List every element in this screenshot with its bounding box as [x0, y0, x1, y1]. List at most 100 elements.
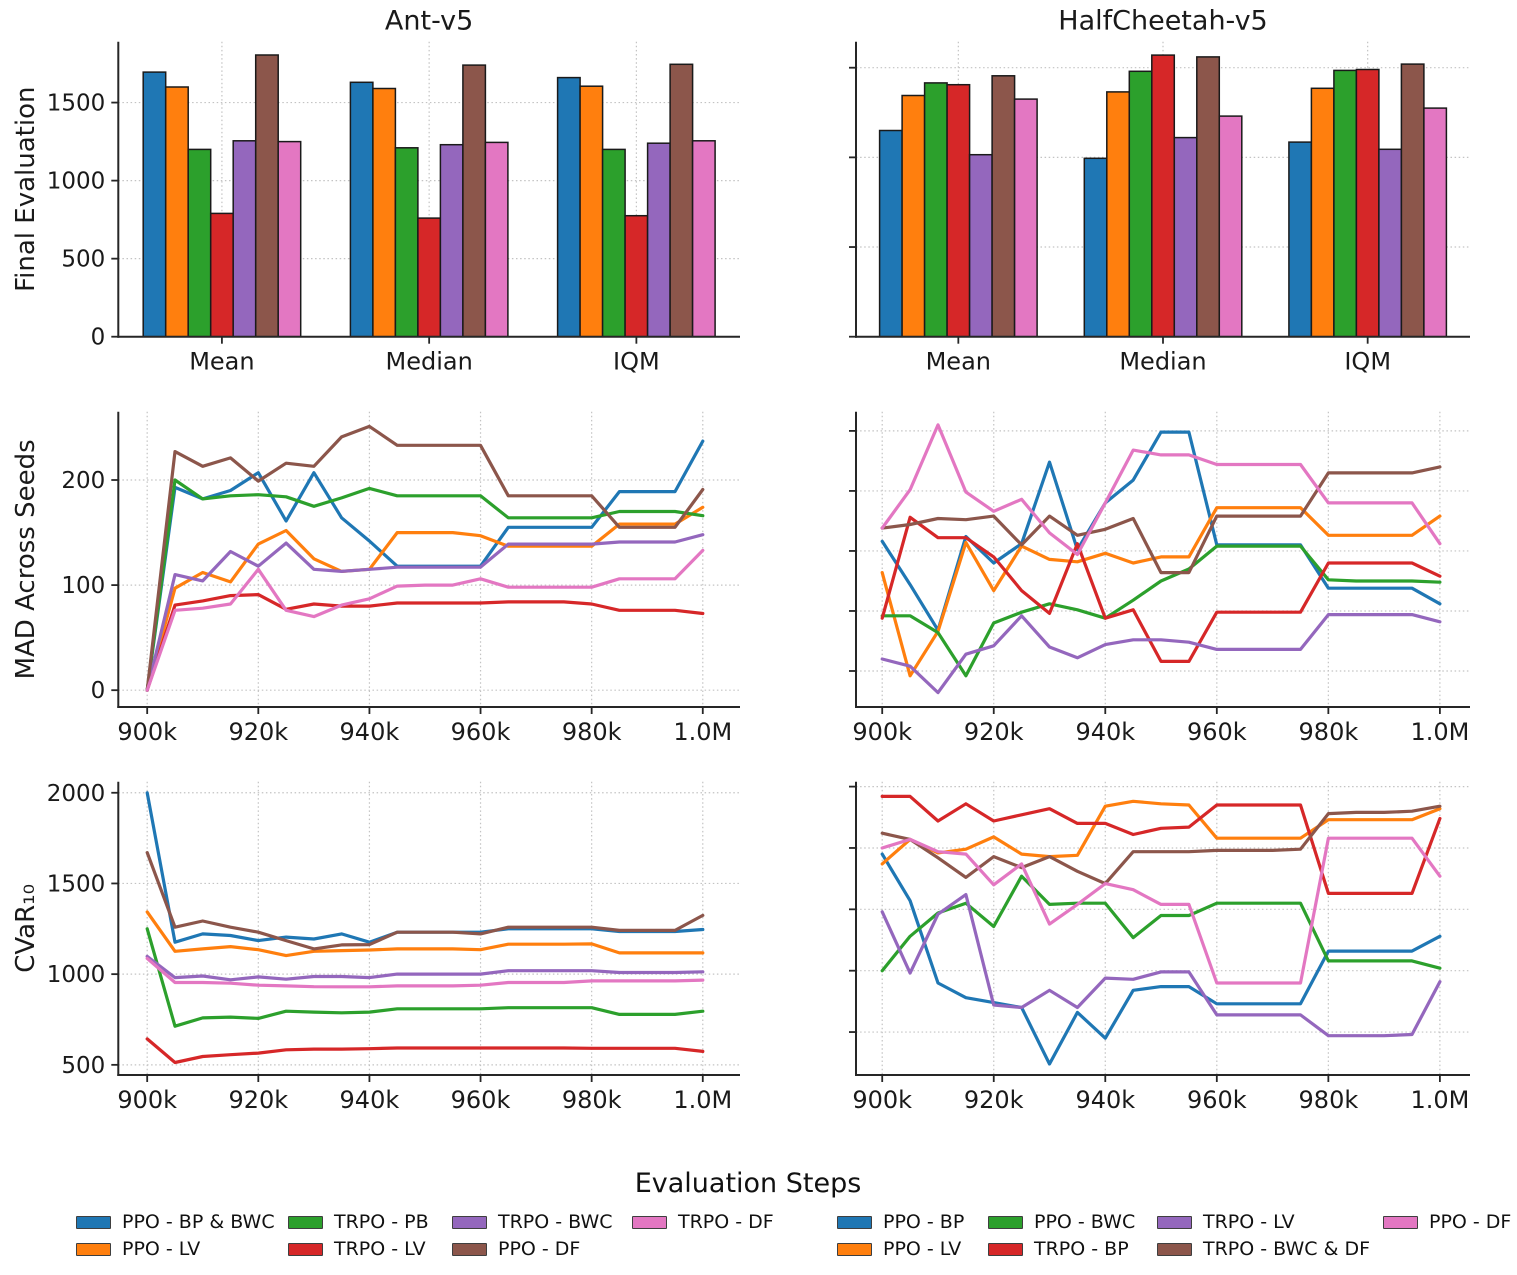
bar — [164, 86, 189, 338]
axis-text: 500 1000 1500 2000 900k 920k 940k 960k 980k 1.0M C… — [11, 781, 732, 1114]
line-series-TRPO - BWC & DF — [880, 804, 1442, 886]
bar — [691, 140, 716, 338]
bar — [187, 148, 212, 338]
bar — [669, 63, 694, 338]
bar — [1196, 56, 1221, 338]
x-tick-label: 1.0M — [1410, 718, 1469, 746]
ant-cvar-chart: 500 1000 1500 2000 900k 920k 940k 960k 980k 1.0M C… — [11, 781, 740, 1114]
x-tick-label: 960k — [1187, 1086, 1247, 1114]
bar — [1173, 136, 1198, 338]
bar — [484, 141, 509, 338]
bar — [254, 54, 279, 338]
x-tick-label: 980k — [562, 718, 622, 746]
x-tick-label: 980k — [1299, 718, 1359, 746]
axis-text: 900k 920k 940k 960k 980k 1.0M — [852, 718, 1469, 746]
bar-series-TRPO - BWC & DF — [991, 56, 1425, 338]
bar — [439, 143, 464, 338]
line-series-PPO - DF — [145, 424, 705, 692]
bar — [142, 71, 167, 338]
grid — [118, 781, 740, 1075]
ant-final-eval-chart: 0 500 1000 1500 Mean Median IQM Ant-v5 Final Eva… — [11, 6, 740, 376]
axes-spines — [117, 411, 740, 708]
x-tick-label: 920k — [964, 1086, 1024, 1114]
bar — [349, 81, 374, 338]
tick-marks — [111, 479, 704, 714]
bar — [624, 214, 649, 338]
bar — [232, 140, 257, 338]
line-series-TRPO - BWC — [145, 954, 705, 982]
tick-marks — [849, 66, 1369, 344]
chart-title: HalfCheetah-v5 — [1058, 6, 1267, 37]
line-series-TRPO - LV — [880, 612, 1442, 695]
x-tick-label: 1.0M — [673, 1086, 732, 1114]
axis-text: Mean Median IQM HalfCheetah-v5 — [926, 6, 1391, 376]
line-series-PPO - BWC — [880, 544, 1442, 678]
x-axis-shared-label: Evaluation Steps — [634, 1168, 862, 1199]
bar — [1423, 107, 1448, 338]
tick-marks — [849, 430, 1441, 714]
bar-series-PPO - BP & BWC — [142, 71, 581, 338]
tick-marks — [111, 101, 638, 344]
bar — [209, 212, 234, 338]
x-tick-label: 900k — [852, 718, 912, 746]
tick-marks — [111, 791, 704, 1082]
line-series-TRPO - PB — [145, 478, 705, 692]
x-tick-label: 940k — [340, 1086, 400, 1114]
x-tick-label: IQM — [1344, 348, 1391, 376]
bar — [968, 153, 993, 338]
y-tick-label: 500 — [61, 1053, 105, 1079]
bar — [1400, 63, 1425, 338]
bar — [277, 140, 302, 338]
line-series-TRPO - DF — [145, 956, 705, 989]
x-tick-label: 980k — [562, 1086, 622, 1114]
bar — [372, 87, 397, 338]
y-tick-label: 1500 — [47, 871, 106, 897]
y-axis-label: Final Evaluation — [11, 87, 41, 292]
y-tick-label: 1000 — [47, 962, 106, 988]
y-axis-label: CVaR₁₀ — [11, 884, 41, 973]
bar — [1288, 141, 1313, 338]
bar — [556, 76, 581, 338]
line-series-TRPO - LV — [145, 1037, 705, 1065]
y-tick-label: 500 — [61, 247, 105, 273]
bar — [417, 217, 442, 338]
bar — [1013, 98, 1038, 338]
y-tick-label: 100 — [61, 573, 105, 599]
line-series-PPO - BP & BWC — [145, 791, 705, 944]
bar — [946, 83, 971, 338]
x-tick-label: 960k — [451, 1086, 511, 1114]
bar — [1310, 87, 1335, 338]
x-tick-label: 940k — [340, 718, 400, 746]
halfcheetah-final-eval-chart: Mean Median IQM HalfCheetah-v5 — [849, 6, 1470, 376]
bar — [462, 64, 487, 338]
grid — [856, 781, 1470, 1075]
x-tick-label: Mean — [189, 348, 254, 376]
x-tick-label: 940k — [1075, 718, 1135, 746]
axis-text: 0 100 200 900k 920k 940k 960k 980k 1.0M MAD Acros… — [11, 439, 732, 746]
line-series-TRPO - BP — [880, 515, 1442, 664]
line-series-PPO - BP — [880, 430, 1442, 632]
bar-series-PPO - LV — [901, 87, 1335, 338]
bar-series-TRPO - DF — [277, 140, 716, 338]
axes-spines — [855, 781, 1470, 1076]
line-series-TRPO - PB — [145, 927, 705, 1028]
line-series-PPO - DF — [880, 836, 1442, 985]
x-tick-label: IQM — [613, 348, 660, 376]
line-series-TRPO - DF — [145, 548, 705, 692]
line-series-PPO - DF — [880, 423, 1442, 557]
bar — [1083, 157, 1108, 338]
x-tick-label: 920k — [228, 1086, 288, 1114]
x-tick-label: 920k — [964, 718, 1024, 746]
y-tick-label: 1000 — [47, 169, 106, 195]
x-tick-label: 980k — [1299, 1086, 1359, 1114]
axes-spines — [117, 781, 740, 1076]
line-series-TRPO - LV — [880, 892, 1442, 1038]
y-axis-label: MAD Across Seeds — [11, 439, 41, 679]
x-tick-label: 1.0M — [1410, 1086, 1469, 1114]
bar-series-PPO - BP — [878, 129, 1313, 338]
line-series-PPO - LV — [880, 799, 1442, 866]
halfcheetah-cvar-chart: 900k 920k 940k 960k 980k 1.0M — [849, 781, 1470, 1114]
bar — [1151, 54, 1176, 338]
bar — [1106, 91, 1131, 338]
